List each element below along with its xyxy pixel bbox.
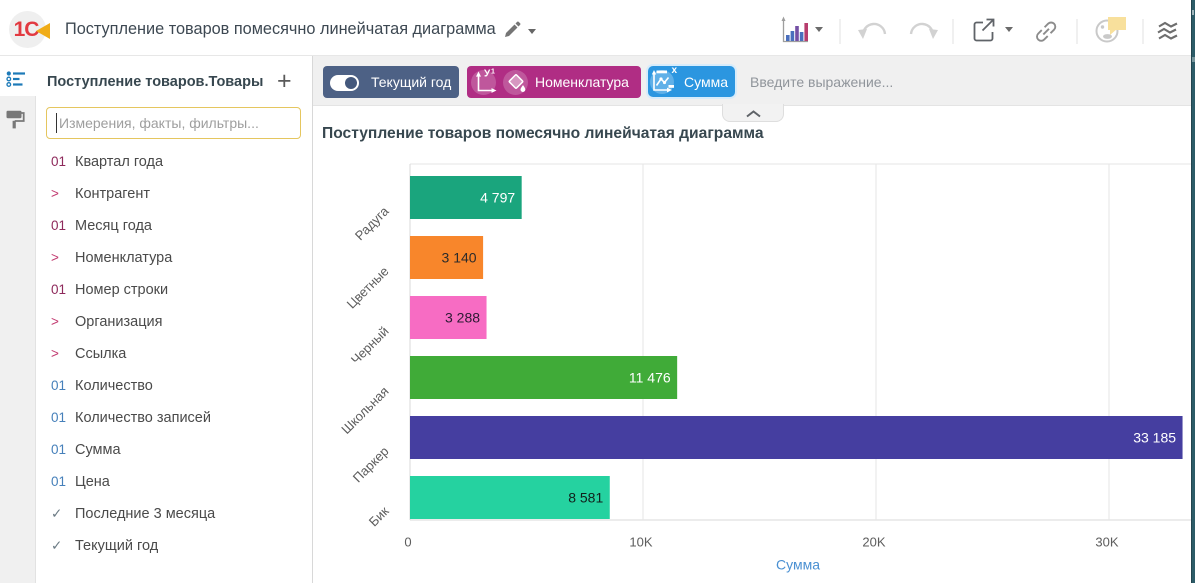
svg-text:10K: 10K	[629, 535, 652, 550]
svg-text:Черный: Черный	[348, 324, 392, 368]
svg-text:1: 1	[491, 69, 495, 76]
svg-text:Бик: Бик	[366, 503, 392, 529]
svg-text:Поступление товаров помесячно: Поступление товаров помесячно линейчатая…	[322, 125, 764, 142]
svg-text:Школьная: Школьная	[338, 384, 391, 437]
svg-text:3 288: 3 288	[445, 310, 480, 326]
svg-text:30K: 30K	[1095, 535, 1118, 550]
svg-text:20K: 20K	[862, 535, 885, 550]
svg-text:Паркер: Паркер	[350, 444, 392, 486]
svg-text:8 581: 8 581	[568, 490, 603, 506]
svg-text:Радуга: Радуга	[352, 203, 392, 243]
svg-text:Сумма: Сумма	[776, 557, 820, 573]
svg-text:У: У	[484, 69, 491, 80]
svg-text:4 797: 4 797	[480, 190, 515, 206]
svg-text:3 140: 3 140	[442, 250, 477, 266]
svg-text:0: 0	[404, 535, 411, 550]
svg-text:Цветные: Цветные	[344, 264, 392, 312]
svg-text:11 476: 11 476	[629, 370, 671, 386]
svg-text:x: x	[672, 65, 678, 76]
svg-text:33 185: 33 185	[1133, 430, 1176, 446]
